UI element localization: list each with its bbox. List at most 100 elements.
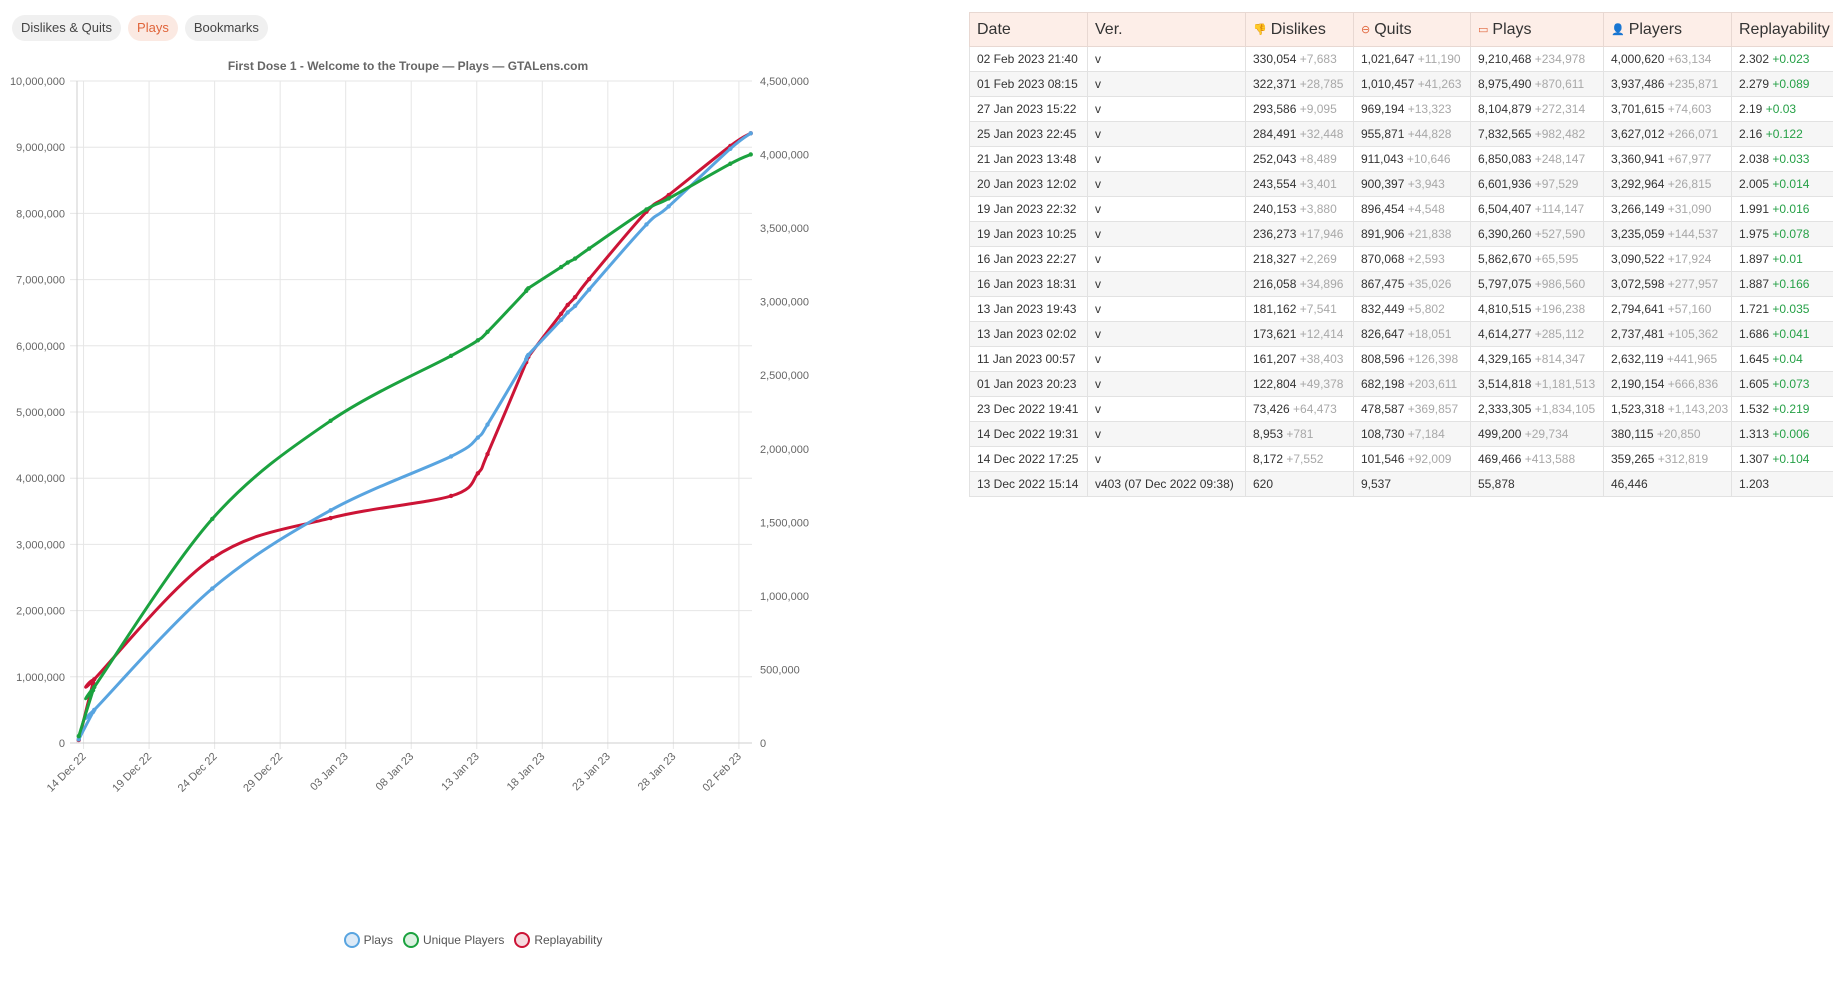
cell-version: v — [1087, 221, 1246, 247]
tab-bookmarks[interactable]: Bookmarks — [184, 15, 268, 41]
cell-plays: 4,614,277 +285,112 — [1470, 321, 1604, 347]
cell-players-value: 3,627,012 — [1611, 127, 1665, 141]
cell-dislikes-delta: +34,896 — [1299, 277, 1344, 291]
y-right-tick-label: 2,000,000 — [760, 444, 809, 456]
cell-plays-value: 6,850,083 — [1478, 152, 1532, 166]
cell-date: 21 Jan 2023 13:48 — [969, 146, 1088, 172]
data-point-unique-players — [666, 196, 671, 201]
cell-version-value: v — [1095, 327, 1101, 341]
tab-plays[interactable]: Plays — [128, 15, 178, 41]
cell-plays-value: 6,390,260 — [1478, 227, 1532, 241]
cell-replayability: 1.605 +0.073 — [1731, 371, 1833, 397]
cell-quits-value: 900,397 — [1361, 177, 1405, 191]
header-plays[interactable]: ▭ Plays — [1470, 12, 1604, 47]
x-tick-label: 28 Jan 23 — [636, 751, 679, 794]
cell-dislikes: 218,327 +2,269 — [1245, 246, 1354, 272]
cell-dislikes-delta: +7,552 — [1286, 452, 1324, 466]
cell-date: 27 Jan 2023 15:22 — [969, 96, 1088, 122]
table-row: 16 Jan 2023 18:31 v 216,058 +34,896 867,475… — [969, 271, 1833, 297]
header-quits[interactable]: ⊖ Quits — [1353, 12, 1471, 47]
cell-plays-delta: +814,347 — [1534, 352, 1586, 366]
cell-replayability-value: 1.307 — [1739, 452, 1770, 466]
cell-replayability-value: 2.19 — [1739, 102, 1763, 116]
cell-date: 19 Jan 2023 22:32 — [969, 196, 1088, 222]
cell-plays: 4,810,515 +196,238 — [1470, 296, 1604, 322]
cell-dislikes-delta: +12,414 — [1299, 327, 1344, 341]
data-point-plays — [448, 454, 454, 459]
cell-players-value: 1,523,318 — [1611, 402, 1665, 416]
tab-dislikes-quits[interactable]: Dislikes & Quits — [12, 15, 122, 41]
header-version[interactable]: Ver. — [1087, 12, 1246, 47]
cell-replayability-delta: +0.016 — [1772, 202, 1810, 216]
cell-quits: 969,194 +13,323 — [1353, 96, 1471, 122]
data-point-plays — [572, 303, 578, 309]
data-point-unique-players — [210, 516, 215, 522]
cell-replayability-value: 1.203 — [1739, 477, 1770, 491]
cell-dislikes: 216,058 +34,896 — [1245, 271, 1354, 297]
cell-quits: 1,021,647 +11,190 — [1353, 46, 1471, 72]
cell-replayability: 1.203 — [1731, 471, 1833, 497]
cell-replayability-delta: +0.01 — [1772, 252, 1803, 266]
cell-dislikes-value: 161,207 — [1253, 352, 1297, 366]
cell-quits: 896,454 +4,548 — [1353, 196, 1471, 222]
cell-players-delta: +26,815 — [1667, 177, 1712, 191]
cell-players: 4,000,620 +63,134 — [1603, 46, 1732, 72]
data-point-replayability — [485, 451, 490, 457]
x-tick-label: 18 Jan 23 — [505, 751, 548, 794]
data-point-plays — [526, 352, 531, 358]
cell-replayability-value: 1.975 — [1739, 227, 1770, 241]
cell-quits: 478,587 +369,857 — [1353, 396, 1471, 422]
cell-quits: 832,449 +5,802 — [1353, 296, 1471, 322]
data-point-replayability — [92, 677, 97, 682]
cell-replayability-delta: +0.073 — [1772, 377, 1810, 391]
data-point-plays — [210, 586, 215, 591]
cell-version: v — [1087, 396, 1246, 422]
data-point-unique-players — [565, 260, 570, 265]
cell-quits-delta: +41,263 — [1417, 77, 1462, 91]
cell-version-value: v — [1095, 127, 1101, 141]
legend-item-replayability[interactable]: Replayability — [514, 932, 602, 948]
cell-dislikes-delta: +49,378 — [1299, 377, 1344, 391]
cell-players-value: 3,292,964 — [1611, 177, 1665, 191]
cell-quits-value: 955,871 — [1361, 127, 1405, 141]
legend-item-plays[interactable]: Plays — [343, 932, 393, 948]
cell-quits-delta: +126,398 — [1407, 352, 1459, 366]
cell-plays-value: 5,797,075 — [1478, 277, 1532, 291]
cell-date-value: 19 Jan 2023 22:32 — [977, 202, 1077, 216]
header-date[interactable]: Date — [969, 12, 1088, 47]
cell-quits-delta: +4,548 — [1407, 202, 1445, 216]
cell-players: 2,737,481 +105,362 — [1603, 321, 1732, 347]
data-point-unique-players — [76, 733, 81, 739]
y-left-tick-label: 8,000,000 — [16, 208, 65, 220]
cell-players-value: 3,266,149 — [1611, 202, 1665, 216]
cell-dislikes: 293,586 +9,095 — [1245, 96, 1354, 122]
user-icon: 👤 — [1611, 23, 1625, 36]
cell-replayability-delta: +0.03 — [1765, 102, 1797, 116]
cell-replayability: 1.721 +0.035 — [1731, 296, 1833, 322]
cell-replayability: 1.897 +0.01 — [1731, 246, 1833, 272]
cell-replayability: 2.279 +0.089 — [1731, 71, 1833, 97]
cell-date-value: 19 Jan 2023 10:25 — [977, 227, 1077, 241]
cell-players-value: 359,265 — [1611, 452, 1655, 466]
cell-version: v — [1087, 246, 1246, 272]
cell-quits-delta: +44,828 — [1407, 127, 1452, 141]
cell-date-value: 21 Jan 2023 13:48 — [977, 152, 1077, 166]
cell-version: v — [1087, 296, 1246, 322]
cell-plays-value: 9,210,468 — [1478, 52, 1532, 66]
legend-item-unique-players[interactable]: Unique Players — [402, 932, 504, 948]
cell-version-value: v — [1095, 252, 1101, 266]
header-players[interactable]: 👤 Players — [1603, 12, 1732, 47]
cell-quits-delta: +13,323 — [1407, 102, 1452, 116]
chart-tabs: Dislikes & Quits Plays Bookmarks — [12, 15, 268, 41]
data-point-unique-players — [586, 246, 592, 251]
chart-legend: Plays Unique Players Replayability — [0, 932, 946, 948]
cell-replayability-value: 2.279 — [1739, 77, 1770, 91]
cell-version-value: v — [1095, 402, 1101, 416]
cell-version-value: v — [1095, 427, 1101, 441]
cell-plays: 6,850,083 +248,147 — [1470, 146, 1604, 172]
header-replayability[interactable]: Replayability — [1731, 12, 1833, 47]
header-dislikes[interactable]: 👎 Dislikes — [1245, 12, 1354, 47]
cell-players-value: 2,794,641 — [1611, 302, 1665, 316]
table-row: 01 Jan 2023 20:23 v 122,804 +49,378 682,198… — [969, 371, 1833, 397]
y-right-tick-label: 3,500,000 — [760, 223, 809, 235]
